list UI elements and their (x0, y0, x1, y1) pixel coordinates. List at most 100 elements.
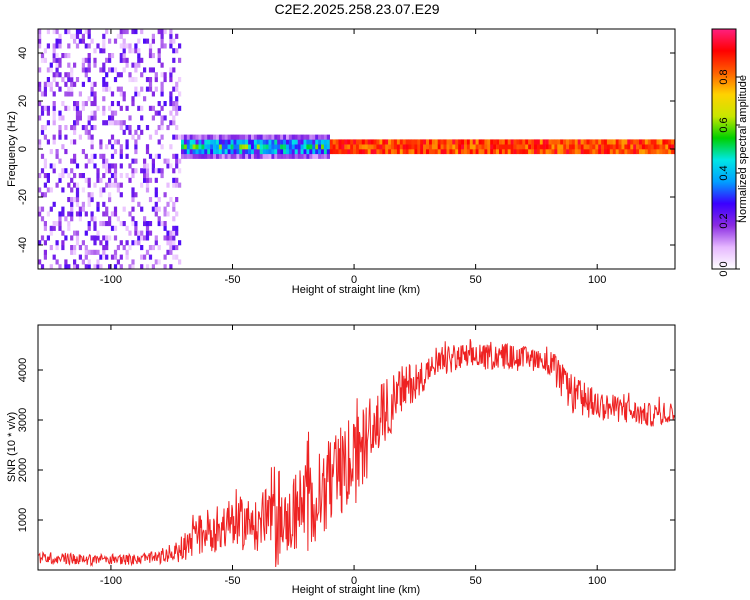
spectrogram-cell (140, 235, 144, 241)
spectrogram-cell (84, 129, 88, 135)
spectrogram-cell (233, 144, 237, 150)
spectrogram-cell (175, 225, 179, 231)
spectrogram-cell (84, 177, 88, 183)
spectrogram-cell (81, 33, 85, 39)
spectrogram-cell (604, 149, 608, 155)
spectrogram-cell (113, 77, 118, 83)
colorbar-tick-label: 0.0 (718, 261, 730, 276)
spectrogram-cell (52, 101, 56, 107)
spectrogram-cell (624, 149, 628, 155)
spectrogram-cell (183, 153, 188, 159)
spectrogram-cell (151, 206, 155, 212)
y-tick-label: 2000 (17, 458, 29, 482)
spectrogram-cell (236, 144, 240, 150)
spectrogram-cell (148, 230, 153, 236)
spectrogram-cell (385, 139, 389, 145)
spectrogram-cell (119, 192, 123, 198)
spectrogram-cell (137, 91, 141, 97)
spectrogram-cell (560, 139, 564, 145)
spectrogram-cell (140, 105, 144, 111)
spectrogram-cell (464, 139, 468, 145)
spectrogram-cell (157, 206, 161, 212)
spectrogram-cell (119, 29, 123, 35)
spectrogram-cell (592, 139, 596, 145)
spectrogram-cell (38, 173, 42, 179)
spectrogram-cell (67, 29, 71, 35)
spectrogram-cell (671, 139, 675, 145)
spectrogram-cell (265, 149, 269, 155)
spectrogram-cell (151, 53, 155, 59)
spectrogram-cell (137, 230, 141, 236)
spectrogram-cell (449, 139, 453, 145)
spectrogram-cell (388, 144, 392, 150)
spectrogram-cell (408, 149, 412, 155)
spectrogram-cell (58, 177, 62, 183)
spectrogram-cell (140, 72, 144, 78)
spectrogram-cell (496, 139, 500, 145)
spectrogram-cell (160, 62, 164, 68)
spectrogram-cell (38, 43, 42, 49)
spectrogram-cell (621, 139, 625, 145)
spectrogram-cell (67, 221, 71, 227)
spectrogram-cell (151, 264, 155, 269)
spectrogram-cell (52, 91, 56, 97)
spectrogram-cell (143, 177, 147, 183)
spectrogram-cell (507, 144, 511, 150)
spectrogram-cell (140, 168, 144, 174)
spectrogram-cell (116, 139, 120, 145)
spectrogram-cell (93, 264, 97, 269)
spectrogram-cell (96, 249, 100, 255)
spectrogram-cell (55, 245, 59, 251)
spectrogram-cell (218, 139, 223, 145)
spectrogram-cell (151, 38, 155, 44)
spectrogram-cell (55, 240, 59, 246)
spectrogram-cell (183, 149, 188, 155)
spectrogram-cell (140, 230, 144, 236)
spectrogram-cell (154, 235, 158, 241)
spectrogram-cell (148, 254, 153, 260)
spectrogram-cell (43, 240, 47, 246)
spectrogram-cell (128, 115, 132, 121)
spectrogram-cell (516, 144, 520, 150)
spectrogram-cell (536, 139, 541, 145)
spectrogram-cell (58, 264, 62, 269)
spectrogram-cell (221, 153, 225, 159)
spectrogram-cell (157, 53, 161, 59)
spectrogram-cell (105, 235, 109, 241)
spectrogram-cell (52, 77, 56, 83)
spectrogram-cell (163, 192, 167, 198)
spectrogram-cell (43, 221, 47, 227)
spectrogram-cell (163, 29, 167, 35)
spectrogram-cell (55, 72, 59, 78)
spectrogram-cell (145, 163, 150, 169)
spectrogram-cell (262, 139, 266, 145)
spectrogram-cell (484, 144, 488, 150)
spectrogram-cell (78, 211, 82, 217)
spectrogram-cell (542, 149, 546, 155)
spectrogram-cell (510, 139, 514, 145)
spectrogram-cell (113, 173, 118, 179)
spectrogram-cell (253, 134, 258, 140)
x-tick-label: 50 (470, 575, 482, 587)
spectrogram-cell (70, 201, 74, 207)
spectrogram-cell (464, 144, 468, 150)
spectrogram-cell (306, 139, 310, 145)
spectrogram-cell (227, 149, 231, 155)
spectrogram-cell (277, 139, 281, 145)
spectrogram-cell (90, 158, 94, 164)
spectrogram-cell (160, 221, 164, 227)
spectrogram-cell (253, 149, 258, 155)
spectrogram-cell (99, 221, 103, 227)
spectrogram-cell (75, 163, 80, 169)
spectrogram-cell (627, 149, 631, 155)
spectrogram-cell (504, 144, 508, 150)
spectrogram-cell (300, 134, 304, 140)
spectrogram-cell (256, 134, 260, 140)
spectrogram-cell (423, 144, 427, 150)
spectrogram-cell (137, 235, 141, 241)
spectrogram-cell (347, 139, 351, 145)
spectrogram-cell (580, 144, 584, 150)
spectrogram-cell (93, 81, 97, 87)
spectrogram-cell (172, 153, 176, 159)
spectrogram-cell (405, 144, 409, 150)
